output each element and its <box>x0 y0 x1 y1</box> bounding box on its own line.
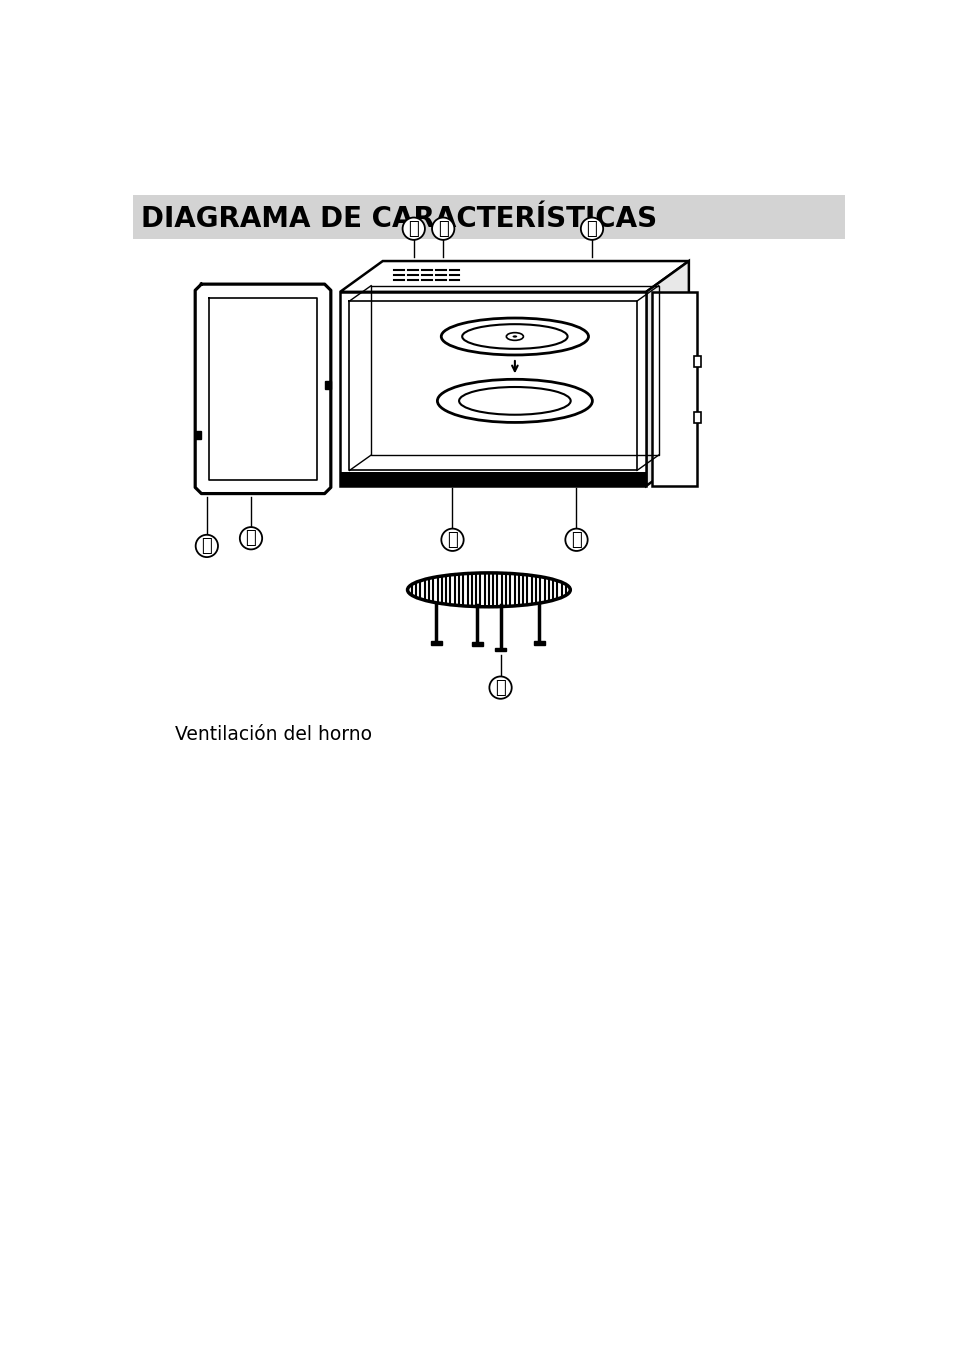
Ellipse shape <box>441 318 588 355</box>
Text: ④: ④ <box>447 531 457 548</box>
Ellipse shape <box>461 324 567 349</box>
Text: ⑥: ⑥ <box>586 219 597 238</box>
Ellipse shape <box>512 336 517 337</box>
Text: ②: ② <box>245 529 256 547</box>
Polygon shape <box>340 261 688 292</box>
Ellipse shape <box>436 379 592 422</box>
Text: DIAGRAMA DE CARACTERÍSTICAS: DIAGRAMA DE CARACTERÍSTICAS <box>141 204 657 233</box>
Text: ⑦: ⑦ <box>495 678 505 696</box>
Bar <box>324 380 331 389</box>
Ellipse shape <box>458 387 570 414</box>
Text: Ventilación del horno: Ventilación del horno <box>174 724 372 743</box>
Bar <box>694 412 700 422</box>
Ellipse shape <box>506 333 523 340</box>
Bar <box>652 292 696 486</box>
Bar <box>133 195 843 240</box>
Bar <box>340 292 645 486</box>
Bar <box>694 356 700 367</box>
Bar <box>534 642 544 646</box>
Polygon shape <box>645 261 688 486</box>
Bar <box>431 642 441 646</box>
Text: ①: ① <box>571 531 581 548</box>
Bar <box>340 473 645 486</box>
Bar <box>495 647 505 651</box>
Bar <box>195 431 201 439</box>
Text: ①: ① <box>201 538 212 555</box>
Text: ⑤: ⑤ <box>408 219 418 238</box>
Text: ③: ③ <box>437 219 448 238</box>
Bar <box>472 642 482 646</box>
